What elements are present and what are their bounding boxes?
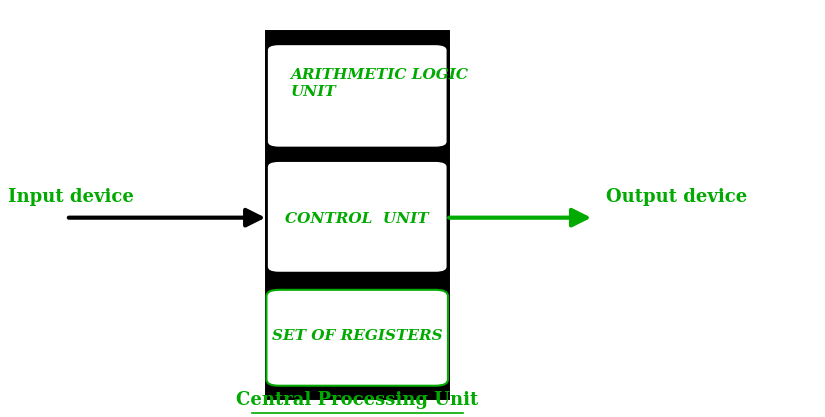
- FancyBboxPatch shape: [266, 44, 448, 148]
- Text: SET OF REGISTERS: SET OF REGISTERS: [272, 329, 442, 343]
- FancyBboxPatch shape: [266, 161, 448, 273]
- Text: Central Processing Unit: Central Processing Unit: [236, 392, 478, 409]
- Text: Input device: Input device: [8, 188, 134, 206]
- Text: ARITHMETIC LOGIC
UNIT: ARITHMETIC LOGIC UNIT: [290, 68, 469, 98]
- FancyBboxPatch shape: [266, 290, 448, 386]
- Text: Output device: Output device: [606, 188, 747, 206]
- FancyBboxPatch shape: [268, 33, 446, 396]
- Text: CONTROL  UNIT: CONTROL UNIT: [285, 212, 429, 226]
